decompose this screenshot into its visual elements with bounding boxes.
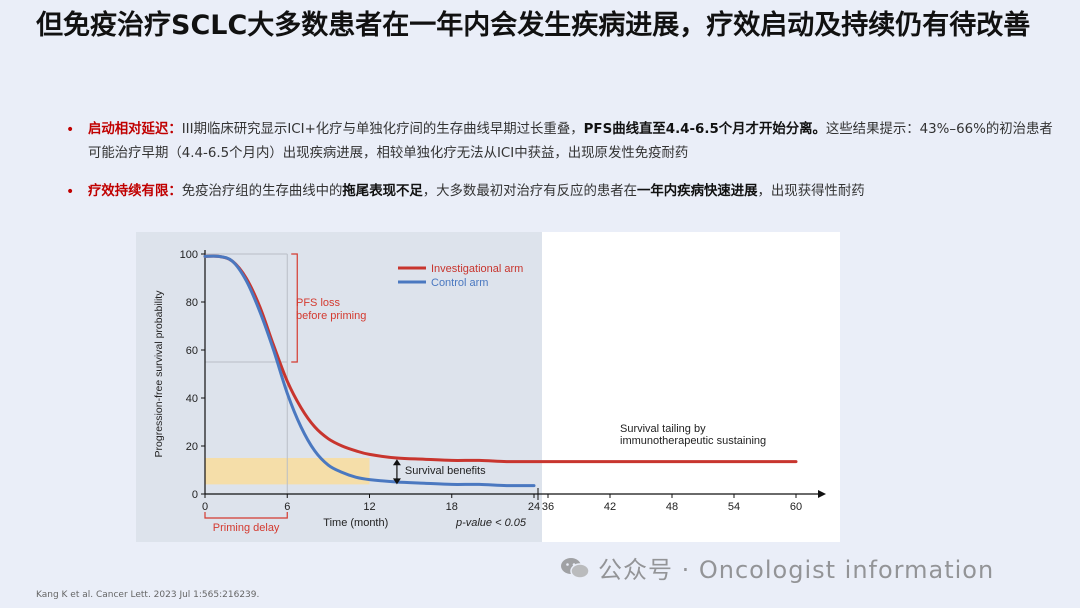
y-tick-label: 60 — [186, 345, 198, 357]
y-tick-label: 40 — [186, 393, 198, 405]
survival-tailing-label: immunotherapeutic sustaining — [620, 435, 766, 447]
x-tick-label: 6 — [284, 501, 290, 513]
y-tick-label: 80 — [186, 297, 198, 309]
pfs-chart: 0 20 40 60 80 100 0 6 12 18 24 36 42 48 54 60 Progressio… — [136, 232, 826, 542]
bullet-item-duration: • 疗效持续有限：免疫治疗组的生存曲线中的拖尾表现不足，大多数最初对治疗有反应的… — [66, 180, 1056, 204]
x-tick-label: 18 — [446, 501, 458, 513]
x-axis-arrow-icon — [818, 490, 826, 498]
arrow-up-icon — [392, 459, 401, 466]
survival-benefits-label: Survival benefits — [405, 465, 486, 477]
x-tick-label: 24 — [528, 501, 540, 513]
pfs-chart-figure: 0 20 40 60 80 100 0 6 12 18 24 36 42 48 54 60 Progressio… — [136, 232, 840, 542]
page-title: 但免疫治疗SCLC大多数患者在一年内会发生疾病进展，疗效启动及持续仍有待改善 — [36, 10, 1031, 41]
y-axis-label: Progression-free survival probability — [153, 290, 165, 458]
y-tick-label: 0 — [192, 489, 198, 501]
series-line-control-arm — [203, 254, 536, 488]
bullet-text: III期临床研究显示ICI+化疗与单独化疗间的生存曲线早期过长重叠， — [181, 122, 584, 137]
wechat-icon — [561, 557, 590, 579]
p-value-label: p-value < 0.05 — [455, 517, 527, 529]
x-tick-label: 54 — [728, 501, 740, 513]
bullet-text: ，出现获得性耐药 — [757, 184, 865, 199]
bullet-colon: ： — [168, 184, 182, 199]
bullet-dot-icon: • — [66, 184, 75, 200]
bullet-bold-text: PFS曲线直至4.4-6.5个月才开始分离。 — [583, 122, 826, 137]
series-line-investigational-arm — [203, 254, 798, 464]
legend-label-control-arm: Control arm — [431, 277, 488, 289]
x-tick-label: 48 — [666, 501, 678, 513]
bullet-lead: 疗效持续有限 — [88, 184, 169, 199]
bullet-bold-text: 一年内疾病快速进展 — [637, 184, 758, 199]
watermark: 公众号 · Oncologist information — [560, 550, 994, 585]
pfs-loss-label: before priming — [296, 310, 366, 322]
x-tick-label: 42 — [604, 501, 616, 513]
priming-delay-label: Priming delay — [213, 522, 280, 534]
legend-label-investigational-arm: Investigational arm — [431, 263, 523, 275]
bullet-dot-icon: • — [66, 122, 75, 138]
survival-tailing-label: Survival tailing by — [620, 423, 706, 435]
x-tick-label: 12 — [363, 501, 375, 513]
y-tick-label: 100 — [180, 249, 198, 261]
watermark-text: 公众号 · Oncologist information — [598, 556, 995, 584]
x-tick-label: 36 — [542, 501, 554, 513]
priming-delay-bracket — [204, 512, 288, 519]
y-tick-label: 20 — [186, 441, 198, 453]
x-axis-label: Time (month) — [323, 517, 388, 529]
bullet-text: ，大多数最初对治疗有反应的患者在 — [422, 184, 638, 199]
bullet-list: • 启动相对延迟：III期临床研究显示ICI+化疗与单独化疗间的生存曲线早期过长… — [66, 118, 1056, 218]
pre-36-month-shaded-region — [136, 232, 542, 542]
x-tick-label: 60 — [790, 501, 802, 513]
bullet-text: 这些结果提示：43%–66%的初治患者可能治疗早期（4.4-6.5个月内）出现疾… — [88, 122, 1053, 161]
bullet-colon: ： — [168, 122, 182, 137]
bullet-item-priming: • 启动相对延迟：III期临床研究显示ICI+化疗与单独化疗间的生存曲线早期过长… — [66, 118, 1056, 166]
bullet-text: 免疫治疗组的生存曲线中的 — [181, 184, 343, 199]
arrow-down-icon — [392, 478, 401, 485]
citation: Kang K et al. Cancer Lett. 2023 Jul 1:56… — [36, 590, 260, 600]
bullet-lead: 启动相对延迟 — [88, 122, 169, 137]
x-tick-label: 0 — [202, 501, 208, 513]
pfs-loss-label: PFS loss — [296, 297, 341, 309]
pfs-loss-bracket — [291, 253, 298, 363]
bullet-bold-text: 拖尾表现不足 — [342, 184, 423, 199]
